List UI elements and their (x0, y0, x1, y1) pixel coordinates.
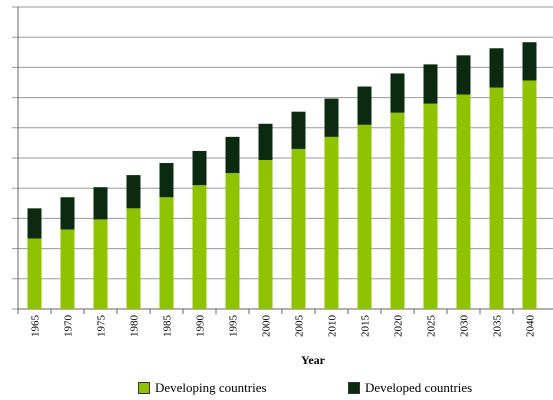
bar-developing-2020 (390, 112, 405, 309)
bar-developing-2000 (258, 160, 273, 309)
bar-developing-2005 (291, 148, 306, 309)
bar-developed-1970 (60, 197, 75, 230)
bar-developed-2005 (291, 111, 306, 149)
bar-developing-2035 (489, 87, 504, 310)
bar-developing-2010 (324, 136, 339, 309)
bar-developed-1975 (93, 187, 108, 220)
bar-developed-2030 (456, 55, 471, 95)
bar-developed-1965 (27, 208, 42, 239)
x-axis-title: Year (301, 353, 326, 367)
x-tick-label-1990: 1990 (195, 315, 207, 338)
x-tick-label-2000: 2000 (261, 315, 273, 338)
legend-swatch-developing (138, 382, 150, 394)
x-tick-label-1970: 1970 (63, 315, 75, 338)
x-tick-label-2010: 2010 (327, 315, 339, 338)
bar-developed-2020 (390, 73, 405, 113)
bar-developing-1990 (192, 185, 207, 309)
x-tick-label-2040: 2040 (525, 315, 537, 338)
bar-developing-1970 (60, 229, 75, 309)
x-tick-label-2035: 2035 (492, 315, 504, 338)
chart-svg: 1965 1970 1975 1980 1985 1990 1995 2000 2005 2010… (12, 6, 553, 367)
x-tick-label-2020: 2020 (393, 315, 405, 338)
bar-developing-1975 (93, 219, 108, 309)
bar-developing-2030 (456, 94, 471, 309)
bar-developed-2040 (522, 42, 537, 81)
x-tick-label-1975: 1975 (96, 315, 108, 338)
legend-item-developing: Developing countries (138, 380, 267, 396)
bar-developing-2040 (522, 80, 537, 309)
x-tick-label-1980: 1980 (129, 315, 141, 338)
x-tick-label-2025: 2025 (426, 315, 438, 338)
legend-item-developed: Developed countries (348, 380, 472, 396)
bar-developed-2035 (489, 48, 504, 88)
bar-developed-1980 (126, 175, 141, 209)
bar-developed-2000 (258, 123, 273, 161)
x-tick-label-2030: 2030 (459, 315, 471, 338)
legend-swatch-developed (348, 382, 360, 394)
bar-developed-1995 (225, 136, 240, 174)
x-tick-label-1965: 1965 (30, 315, 42, 338)
bar-developing-1995 (225, 173, 240, 309)
bar-developing-2025 (423, 103, 438, 309)
bar-developed-2015 (357, 86, 372, 125)
bar-developed-1990 (192, 150, 207, 186)
bar-developing-1965 (27, 238, 42, 309)
legend-label-developed: Developed countries (365, 380, 473, 395)
bar-developed-1985 (159, 163, 174, 198)
bar-developed-2025 (423, 64, 438, 104)
x-tick-label-2005: 2005 (294, 315, 306, 338)
x-tick-label-2015: 2015 (360, 315, 372, 338)
legend-label-developing: Developing countries (155, 380, 267, 395)
bar-developing-1980 (126, 208, 141, 309)
x-tick-label-1995: 1995 (228, 315, 240, 338)
bar-developing-1985 (159, 197, 174, 309)
bar-developing-2015 (357, 124, 372, 309)
x-tick-label-1985: 1985 (162, 315, 174, 338)
legend: Developing countries Developed countries (0, 376, 553, 400)
bar-developed-2010 (324, 98, 339, 137)
